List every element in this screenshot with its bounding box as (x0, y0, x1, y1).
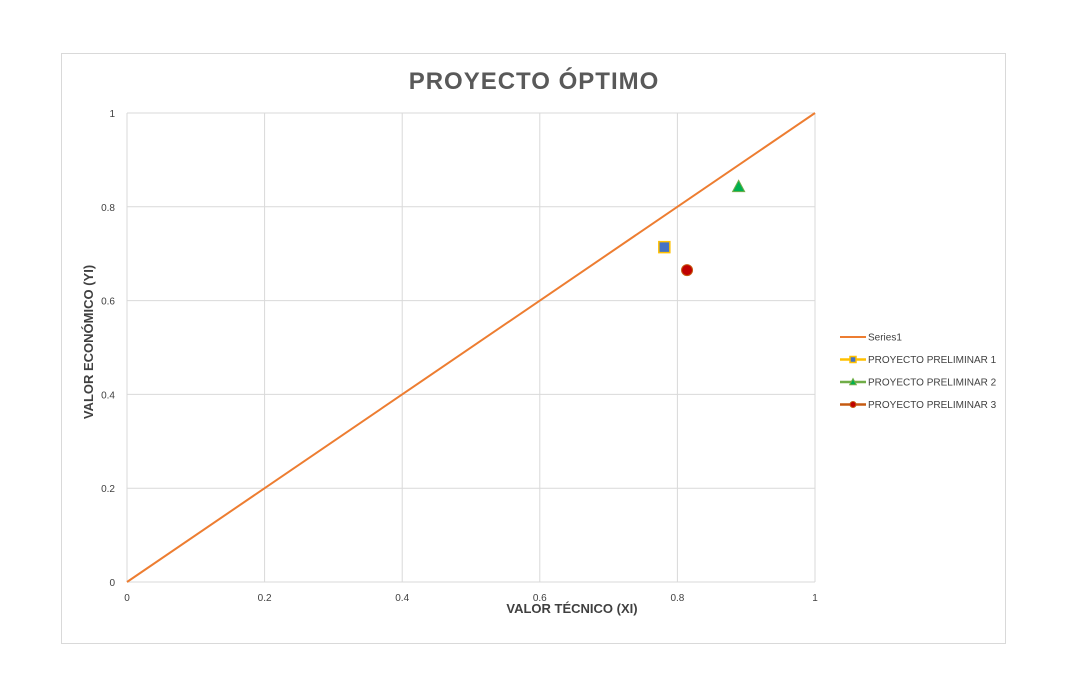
y-axis-title: VALOR ECONÓMICO (YI) (81, 265, 96, 419)
y-tick-label: 0 (109, 578, 115, 589)
legend-label: PROYECTO PRELIMINAR 2 (868, 378, 997, 389)
x-tick-label: 0.8 (670, 593, 684, 604)
x-tick-label: 0 (124, 593, 130, 604)
y-tick-label: 0.6 (101, 297, 115, 308)
x-tick-label: 0.2 (258, 593, 272, 604)
x-tick-label: 0.4 (395, 593, 409, 604)
x-axis-title: VALOR TÉCNICO (XI) (506, 601, 637, 616)
series-layer (126, 112, 816, 583)
data-point-series-4 (681, 264, 694, 277)
chart-area: PROYECTO ÓPTIMO 0 0.2 0.4 0.6 0.8 1 0 0.2 0.4 0.6… (61, 53, 1006, 644)
legend-swatch-marker (849, 355, 857, 364)
chart-title: PROYECTO ÓPTIMO (409, 67, 660, 95)
scatter-chart: PROYECTO ÓPTIMO 0 0.2 0.4 0.6 0.8 1 0 0.2 0.4 0.6… (81, 67, 997, 616)
legend-swatch-marker (848, 377, 858, 386)
x-tick-label: 1 (812, 593, 818, 604)
data-point-series-2 (658, 240, 671, 254)
legend-label: PROYECTO PRELIMINAR 3 (868, 400, 997, 411)
y-tick-label: 0.4 (101, 390, 115, 401)
y-tick-label: 0.8 (101, 203, 115, 214)
legend: Series1 PROYECTO PRELIMINAR 1 PROYECTO PRE… (840, 333, 997, 411)
data-point-series-3 (731, 179, 746, 193)
legend-swatch-marker (849, 401, 857, 408)
gridlines (126, 112, 816, 583)
y-tick-label: 1 (109, 109, 115, 120)
x-tick-label: 0.6 (533, 593, 547, 604)
legend-label: PROYECTO PRELIMINAR 1 (868, 355, 997, 366)
tick-labels: 0 0.2 0.4 0.6 0.8 1 0 0.2 0.4 0.6 0.8 1 (101, 109, 818, 604)
y-tick-label: 0.2 (101, 484, 115, 495)
series-line-1 (126, 112, 816, 583)
legend-label: Series1 (868, 333, 902, 344)
